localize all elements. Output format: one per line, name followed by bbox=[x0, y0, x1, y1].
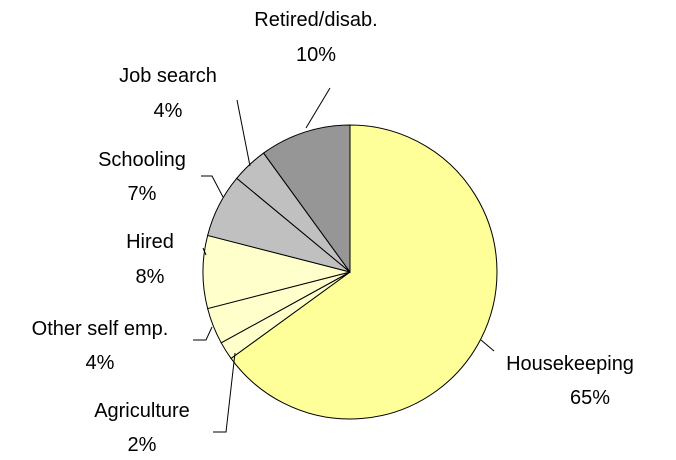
pie-slice-retired-disab bbox=[262, 124, 351, 274]
slice-value-hired: 8% bbox=[136, 266, 165, 288]
slice-label-hired: Hired bbox=[126, 231, 174, 253]
leader-line-retired-disab bbox=[305, 87, 331, 129]
leader-line-job-search bbox=[236, 99, 251, 167]
slice-label-housekeeping: Housekeeping bbox=[506, 353, 634, 375]
slice-label-other-self-emp: Other self emp. bbox=[32, 318, 169, 340]
slice-label-schooling: Schooling bbox=[98, 149, 186, 171]
slice-value-schooling: 7% bbox=[128, 183, 157, 205]
slice-value-housekeeping: 65% bbox=[570, 387, 610, 409]
slice-value-job-search: 4% bbox=[154, 100, 183, 122]
slice-label-agriculture: Agriculture bbox=[94, 400, 190, 422]
slice-label-job-search: Job search bbox=[119, 65, 217, 87]
slice-value-other-self-emp: 4% bbox=[86, 352, 115, 374]
leader-line-agriculture bbox=[213, 352, 236, 433]
leader-line-schooling bbox=[201, 175, 224, 198]
leader-line-housekeeping bbox=[480, 339, 495, 352]
leader-line-hired bbox=[202, 247, 207, 256]
pie-slice-housekeeping bbox=[230, 124, 498, 420]
slice-label-retired-disab: Retired/disab. bbox=[254, 9, 377, 31]
leader-line-other-self-emp bbox=[193, 326, 213, 341]
slice-value-retired-disab: 10% bbox=[296, 44, 336, 66]
slice-value-agriculture: 2% bbox=[128, 434, 157, 456]
